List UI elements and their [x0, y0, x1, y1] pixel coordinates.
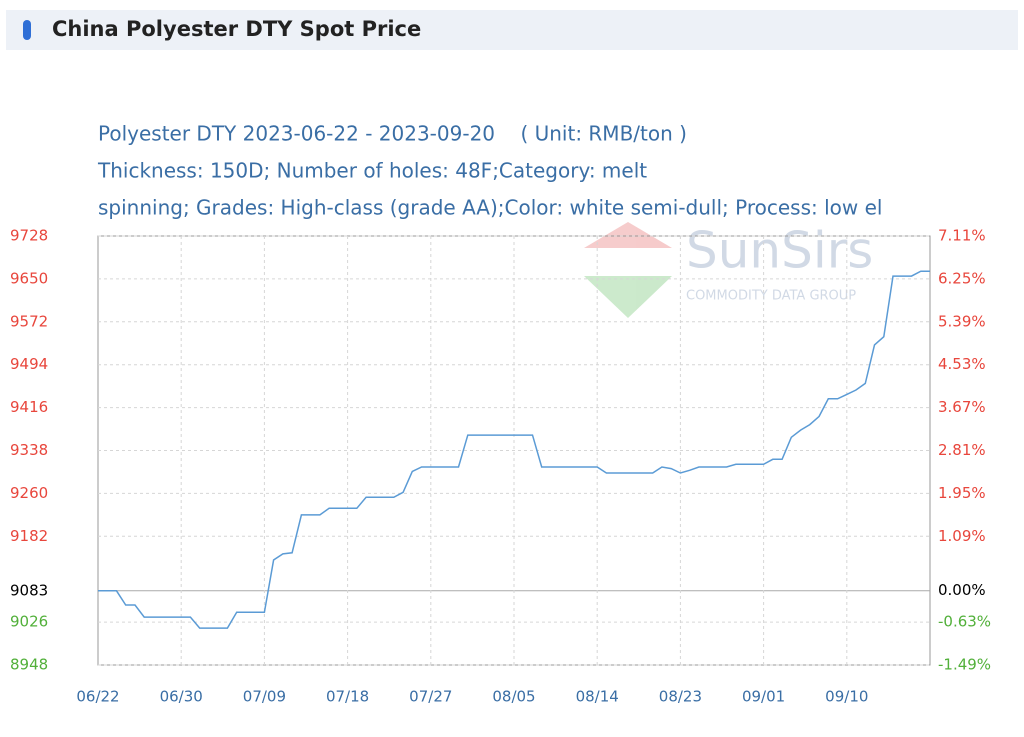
watermark-tagline: COMMODITY DATA GROUP	[686, 289, 856, 304]
y-tick-label: 9026	[10, 613, 48, 631]
x-tick-label: 08/23	[659, 688, 702, 706]
header-icon	[23, 20, 31, 40]
y-tick-label: 9260	[10, 484, 48, 502]
y2-tick-label: 1.95%	[938, 484, 986, 502]
y2-tick-label: -0.63%	[938, 613, 991, 631]
x-tick-label: 06/30	[160, 688, 203, 706]
x-tick-label: 08/05	[492, 688, 535, 706]
y-tick-label: 8948	[10, 656, 48, 674]
y-tick-label: 9338	[10, 441, 48, 459]
y2-tick-label: 0.00%	[938, 581, 986, 599]
y2-tick-label: 1.09%	[938, 527, 986, 545]
y-tick-label: 9572	[10, 312, 48, 330]
y-tick-label: 9728	[10, 227, 48, 245]
x-tick-label: 07/09	[243, 688, 286, 706]
x-tick-label: 08/14	[576, 688, 619, 706]
watermark: SunSirs COMMODITY DATA GROUP	[584, 222, 873, 318]
y2-tick-label: 3.67%	[938, 398, 986, 416]
page-title: China Polyester DTY Spot Price	[52, 17, 421, 41]
watermark-brand: SunSirs	[686, 222, 873, 280]
y-tick-label: 9416	[10, 398, 48, 416]
x-tick-label: 07/27	[409, 688, 452, 706]
y-tick-label: 9650	[10, 269, 48, 287]
y2-tick-label: -1.49%	[938, 656, 991, 674]
x-tick-label: 07/18	[326, 688, 369, 706]
y2-tick-label: 6.25%	[938, 269, 986, 287]
y2-tick-label: 4.53%	[938, 355, 986, 373]
chart-subtitle: Thickness: 150D; Number of holes: 48F;Ca…	[97, 159, 647, 183]
x-tick-label: 06/22	[76, 688, 119, 706]
y2-tick-label: 7.11%	[938, 227, 986, 245]
price-line	[98, 270, 930, 629]
chart-subtitle: spinning; Grades: High-class (grade AA);…	[98, 196, 882, 220]
x-tick-label: 09/01	[742, 688, 785, 706]
watermark-logo	[584, 222, 672, 248]
header-bar	[6, 10, 1018, 50]
watermark-logo	[584, 276, 672, 318]
chart-title: Polyester DTY 2023-06-22 - 2023-09-20 ( …	[98, 122, 687, 146]
y2-tick-label: 5.39%	[938, 312, 986, 330]
y-tick-label: 9083	[10, 581, 48, 599]
y-tick-label: 9494	[10, 355, 48, 373]
x-tick-label: 09/10	[825, 688, 868, 706]
y2-tick-label: 2.81%	[938, 441, 986, 459]
y-tick-label: 9182	[10, 527, 48, 545]
